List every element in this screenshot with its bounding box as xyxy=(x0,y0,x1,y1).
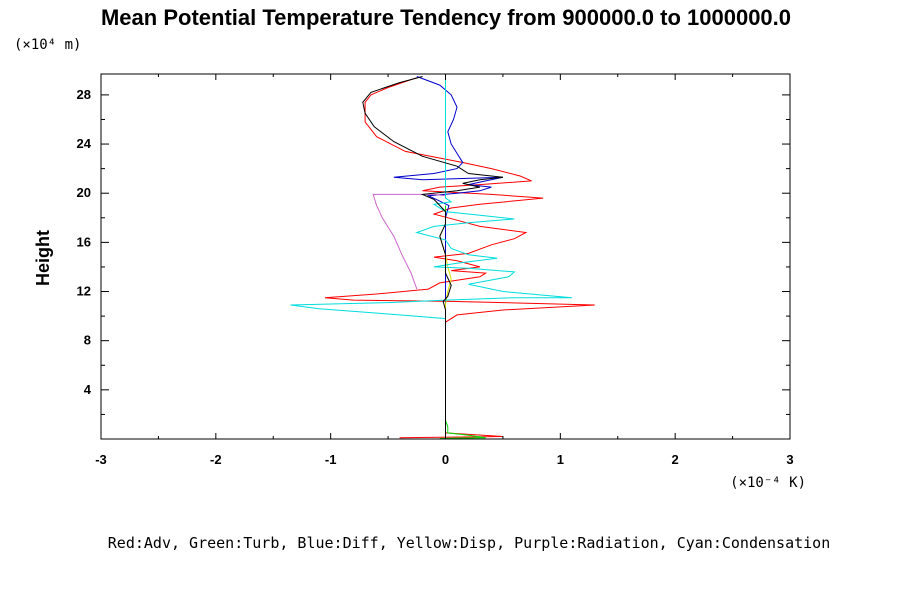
y-tick-label: 28 xyxy=(77,87,91,102)
data-series xyxy=(290,74,595,439)
y-tick-label: 8 xyxy=(84,333,91,348)
series-line-condensation xyxy=(290,74,572,439)
legend: Red:Adv, Green:Turb, Blue:Diff, Yellow:D… xyxy=(108,534,830,552)
y-tick-label: 4 xyxy=(84,382,92,397)
y-tick-label: 20 xyxy=(77,185,91,200)
x-tick-label: -1 xyxy=(325,452,337,467)
y-tick-label: 16 xyxy=(77,234,91,249)
y-axis-label: Height xyxy=(33,230,53,286)
x-tick-label: -2 xyxy=(210,452,222,467)
series-line-adv xyxy=(324,77,595,439)
series-line-radiation xyxy=(372,193,446,290)
x-tick-label: 1 xyxy=(557,452,564,467)
x-tick-label: -3 xyxy=(95,452,107,467)
x-tick-label: 3 xyxy=(786,452,793,467)
x-tick-label: 0 xyxy=(442,452,449,467)
series-line-diff xyxy=(393,76,504,439)
y-tick-label: 12 xyxy=(77,284,91,299)
chart-title: Mean Potential Temperature Tendency from… xyxy=(101,5,791,30)
x-tick-label: 2 xyxy=(672,452,679,467)
series-line-total xyxy=(362,76,503,439)
x-axis-unit: (×10⁻⁴ K) xyxy=(730,475,806,491)
y-axis-unit: (×10⁴ m) xyxy=(14,37,81,53)
y-tick-label: 24 xyxy=(77,136,92,151)
